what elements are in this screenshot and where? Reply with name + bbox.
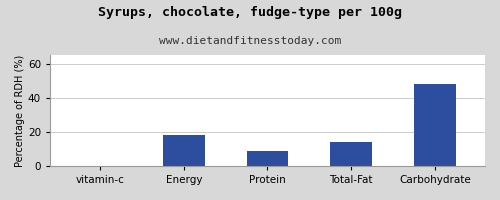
Y-axis label: Percentage of RDH (%): Percentage of RDH (%) <box>15 54 25 167</box>
Text: www.dietandfitnesstoday.com: www.dietandfitnesstoday.com <box>159 36 341 46</box>
Text: Syrups, chocolate, fudge-type per 100g: Syrups, chocolate, fudge-type per 100g <box>98 6 402 19</box>
Bar <box>330 142 372 166</box>
Bar <box>163 135 204 166</box>
Bar <box>414 84 456 166</box>
Bar <box>246 151 288 166</box>
